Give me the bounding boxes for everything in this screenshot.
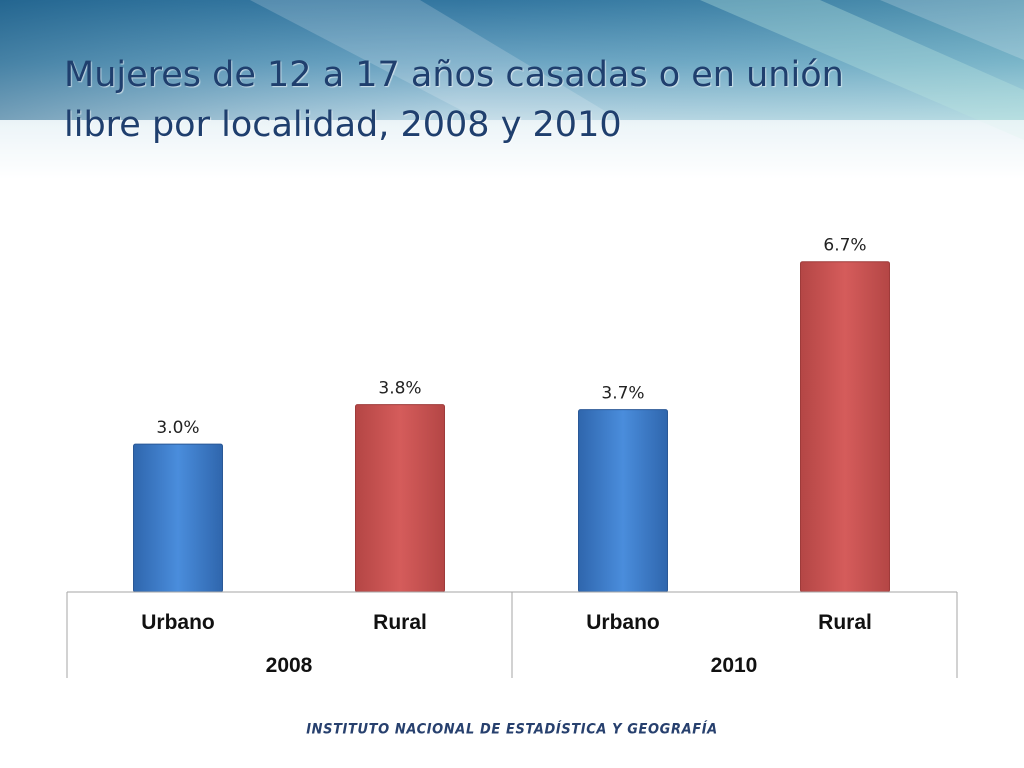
data-label-3: 3.7% xyxy=(601,384,644,404)
bar-2-rural xyxy=(355,404,445,593)
category-axis xyxy=(66,591,958,678)
category-label-2: Rural xyxy=(373,611,427,634)
inegi-footer-logo: INSTITUTO NACIONAL DE ESTADÍSTICA Y GEOG… xyxy=(306,721,718,738)
bar-3-urbano xyxy=(578,409,668,593)
data-label-4: 6.7% xyxy=(823,236,866,256)
category-label-3: Urbano xyxy=(586,611,660,634)
header-background xyxy=(0,0,1024,180)
labels: 3.0% Urbano 3.8% Rural 3.7% Urbano 6.7% Rural 20… xyxy=(141,236,872,677)
data-label-1: 3.0% xyxy=(156,418,199,438)
group-label-2010: 2010 xyxy=(711,654,758,677)
slide-title: Mujeres de 12 a 17 años casadas o en uni… xyxy=(64,50,1004,150)
category-label-1: Urbano xyxy=(141,611,215,634)
bar-1-urbano xyxy=(133,443,223,593)
group-label-2008: 2008 xyxy=(266,654,313,677)
bar-4-rural xyxy=(800,261,890,593)
bars xyxy=(133,261,890,593)
title-line-2: libre por localidad, 2008 y 2010 xyxy=(64,105,622,145)
bar-chart: 3.0% Urbano 3.8% Rural 3.7% Urbano 6.7% Rural 20… xyxy=(66,236,958,678)
data-label-2: 3.8% xyxy=(378,379,421,399)
title-line-1: Mujeres de 12 a 17 años casadas o en uni… xyxy=(64,55,844,95)
category-label-4: Rural xyxy=(818,611,872,634)
